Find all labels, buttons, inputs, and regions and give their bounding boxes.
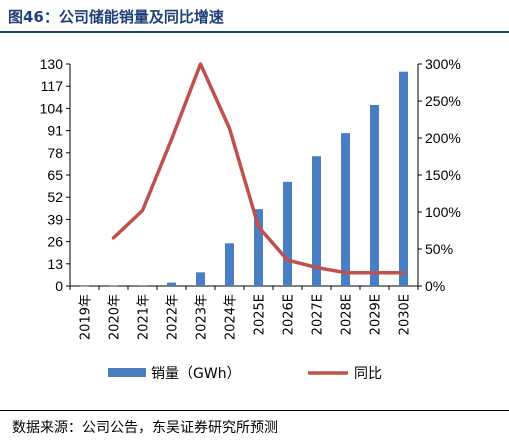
chart-legend: 销量（GWh） 同比 bbox=[108, 366, 382, 382]
x-tick-label: 2027E bbox=[311, 294, 326, 335]
bar bbox=[80, 285, 89, 287]
x-tick-label: 2022年 bbox=[166, 294, 181, 340]
left-tick-label: 65 bbox=[47, 167, 63, 183]
line-series bbox=[111, 62, 406, 275]
bar bbox=[225, 243, 234, 286]
yoy-growth-line bbox=[111, 62, 406, 275]
chart: 0 13 26 39 52 65 78 91 104 117 130 0% 50% 100% 150% 200… bbox=[40, 56, 461, 382]
bar bbox=[254, 209, 263, 286]
right-tick-label: 100% bbox=[425, 204, 461, 220]
legend-bar-label: 销量（GWh） bbox=[151, 366, 241, 382]
x-tick-label: 2021年 bbox=[137, 294, 152, 340]
right-tick-label: 250% bbox=[425, 93, 461, 109]
bar bbox=[283, 181, 292, 286]
bar bbox=[312, 156, 321, 286]
legend-bar-swatch bbox=[108, 368, 146, 377]
bar bbox=[109, 285, 118, 287]
left-tick-label: 52 bbox=[47, 189, 63, 205]
source-rule bbox=[0, 410, 509, 411]
left-tick-label: 0 bbox=[55, 278, 63, 294]
right-tick-label: 150% bbox=[425, 167, 461, 183]
x-tick-label: 2029E bbox=[369, 294, 384, 335]
x-tick-label: 2019年 bbox=[79, 294, 94, 340]
figure-title: 图46：公司储能销量及同比增速 bbox=[8, 8, 224, 26]
left-tick-label: 130 bbox=[40, 56, 64, 72]
left-tick-label: 78 bbox=[47, 145, 63, 161]
right-tick-label: 200% bbox=[425, 130, 461, 146]
title-rule bbox=[0, 31, 509, 33]
legend-line-label: 同比 bbox=[354, 366, 382, 382]
bar bbox=[341, 133, 350, 286]
x-tick-label: 2024年 bbox=[224, 294, 239, 340]
source-note: 数据来源：公司公告，东吴证券研究所预测 bbox=[12, 420, 278, 436]
x-tick-label: 2025E bbox=[253, 294, 268, 335]
bar bbox=[167, 282, 176, 286]
x-tick-label: 2030E bbox=[398, 294, 413, 335]
left-tick-label: 91 bbox=[47, 123, 63, 139]
left-tick-label: 104 bbox=[40, 100, 64, 116]
x-tick-label: 2023年 bbox=[195, 294, 210, 340]
x-tick-label: 2026E bbox=[282, 294, 297, 335]
bar bbox=[370, 104, 379, 286]
left-tick-label: 26 bbox=[47, 234, 63, 250]
x-tick-label: 2020年 bbox=[108, 294, 123, 340]
bar bbox=[196, 272, 205, 286]
bar bbox=[138, 285, 147, 286]
bar bbox=[399, 71, 408, 286]
right-tick-label: 300% bbox=[425, 56, 461, 72]
x-tick-label: 2028E bbox=[340, 294, 355, 335]
chart-axes: 0 13 26 39 52 65 78 91 104 117 130 0% 50% 100% 150% 200… bbox=[40, 56, 461, 340]
bar-series bbox=[80, 71, 408, 287]
left-tick-label: 117 bbox=[41, 78, 64, 94]
right-tick-label: 50% bbox=[425, 241, 453, 257]
right-tick-label: 0% bbox=[425, 278, 445, 294]
left-tick-label: 39 bbox=[47, 211, 63, 227]
left-tick-label: 13 bbox=[47, 256, 63, 272]
